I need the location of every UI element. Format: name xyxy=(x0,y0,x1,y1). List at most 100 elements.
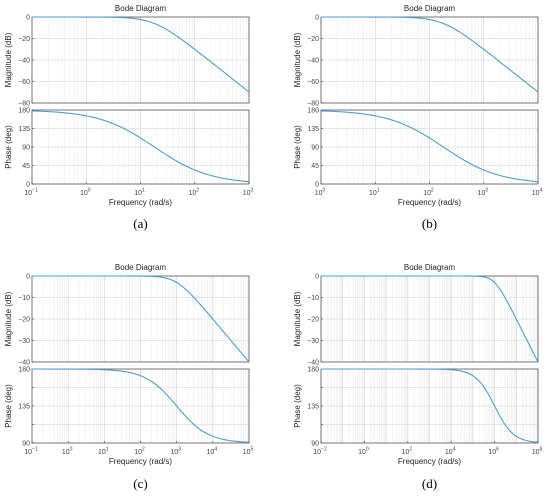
x-tick-label: 102 xyxy=(134,447,145,457)
magnitude-axis-label: Magnitude (dB) xyxy=(4,291,13,346)
x-tick-exponent: 8 xyxy=(540,447,543,453)
y-tick-label: −60 xyxy=(18,79,30,86)
x-tick-base: 10 xyxy=(98,449,106,456)
x-tick-base: 10 xyxy=(243,449,251,456)
x-tick-exponent: 0 xyxy=(70,447,73,453)
y-tick-label: −10 xyxy=(18,295,30,302)
y-tick-label: −60 xyxy=(307,79,319,86)
y-tick-label: −80 xyxy=(307,101,319,108)
x-tick-label: 104 xyxy=(207,447,218,457)
figure-caption: (c) xyxy=(133,476,147,491)
x-tick-exponent: 1 xyxy=(142,188,145,194)
x-tick-exponent: 4 xyxy=(453,447,456,453)
x-tick-exponent: 4 xyxy=(214,447,217,453)
x-tick-exponent: 2 xyxy=(196,188,199,194)
x-tick-label: 102 xyxy=(402,447,413,457)
y-tick-label: 0 xyxy=(26,182,30,189)
x-tick-exponent: 3 xyxy=(178,447,181,453)
magnitude-axes-frame xyxy=(31,16,250,104)
y-tick-label: 135 xyxy=(307,126,319,133)
chart-title: Bode Diagram xyxy=(404,4,455,13)
x-tick-base: 10 xyxy=(532,449,540,456)
y-tick-label: 0 xyxy=(26,274,30,281)
y-tick-label: 180 xyxy=(18,108,30,115)
y-tick-label: 180 xyxy=(18,367,30,374)
y-tick-label: 0 xyxy=(315,182,319,189)
x-tick-exponent: 0 xyxy=(323,188,326,194)
magnitude-axis-label: Magnitude (dB) xyxy=(293,291,302,346)
x-tick-exponent: 1 xyxy=(377,188,380,194)
figure-caption: (a) xyxy=(133,216,147,231)
x-tick-base: 10 xyxy=(243,190,251,197)
phase-axis-label: Phase (deg) xyxy=(4,125,13,169)
magnitude-axis-label: Magnitude (dB) xyxy=(4,32,13,87)
x-tick-label: 100 xyxy=(80,188,91,198)
y-tick-label: −40 xyxy=(18,360,30,367)
x-tick-base: 10 xyxy=(170,449,178,456)
y-tick-label: −20 xyxy=(307,317,319,324)
x-tick-base: 10 xyxy=(477,190,485,197)
x-tick-label: 10−2 xyxy=(313,447,327,457)
y-tick-label: 135 xyxy=(18,404,30,411)
x-tick-exponent: 4 xyxy=(540,188,543,194)
magnitude-axes-frame xyxy=(320,16,539,104)
phase-series-line xyxy=(32,368,250,443)
x-axis-label: Frequency (rad/s) xyxy=(398,457,461,466)
y-tick-label: 90 xyxy=(311,441,319,448)
y-tick-label: −20 xyxy=(18,36,30,43)
x-tick-label: 103 xyxy=(243,188,254,198)
y-tick-label: 180 xyxy=(307,108,319,115)
magnitude-series-line xyxy=(32,16,250,93)
x-tick-exponent: 3 xyxy=(251,188,254,194)
y-tick-label: −40 xyxy=(307,58,319,65)
y-tick-label: 0 xyxy=(315,15,319,22)
x-tick-label: 104 xyxy=(445,447,456,457)
figure-caption: (d) xyxy=(422,476,437,491)
x-tick-base: 10 xyxy=(134,190,142,197)
x-tick-base: 10 xyxy=(488,449,496,456)
x-tick-exponent: 2 xyxy=(431,188,434,194)
x-tick-label: 108 xyxy=(532,447,543,457)
y-tick-label: 90 xyxy=(22,145,30,152)
magnitude-axis-label: Magnitude (dB) xyxy=(293,32,302,87)
x-tick-base: 10 xyxy=(532,190,540,197)
x-tick-label: 100 xyxy=(62,447,73,457)
y-tick-label: −10 xyxy=(307,295,319,302)
x-tick-base: 10 xyxy=(369,190,377,197)
x-tick-exponent: 2 xyxy=(409,447,412,453)
chart-title: Bode Diagram xyxy=(115,4,166,13)
y-tick-label: −40 xyxy=(307,360,319,367)
magnitude-series-line xyxy=(321,16,539,93)
x-tick-label: 100 xyxy=(315,188,326,198)
y-tick-label: 45 xyxy=(22,163,30,170)
chart-title: Bode Diagram xyxy=(404,263,455,272)
x-tick-label: 10−1 xyxy=(24,447,38,457)
x-axis-label: Frequency (rad/s) xyxy=(109,457,172,466)
x-tick-base: 10 xyxy=(188,190,196,197)
y-tick-label: 90 xyxy=(311,145,319,152)
x-tick-exponent: 3 xyxy=(485,188,488,194)
x-tick-base: 10 xyxy=(445,449,453,456)
y-tick-label: −30 xyxy=(307,338,319,345)
x-tick-label: 103 xyxy=(477,188,488,198)
x-tick-exponent: 2 xyxy=(142,447,145,453)
x-tick-base: 10 xyxy=(423,190,431,197)
x-tick-exponent: −1 xyxy=(32,447,38,453)
x-tick-label: 10−1 xyxy=(24,188,38,198)
phase-series-line xyxy=(321,368,539,443)
x-tick-label: 102 xyxy=(188,188,199,198)
x-tick-base: 10 xyxy=(62,449,70,456)
x-tick-base: 10 xyxy=(315,190,323,197)
phase-axis-label: Phase (deg) xyxy=(293,125,302,169)
x-tick-base: 10 xyxy=(80,190,88,197)
x-tick-label: 100 xyxy=(358,447,369,457)
x-tick-exponent: 0 xyxy=(366,447,369,453)
y-tick-label: −30 xyxy=(18,338,30,345)
x-tick-base: 10 xyxy=(134,449,142,456)
x-tick-base: 10 xyxy=(402,449,410,456)
x-tick-base: 10 xyxy=(207,449,215,456)
x-tick-label: 101 xyxy=(369,188,380,198)
x-tick-exponent: 5 xyxy=(251,447,254,453)
y-tick-label: 180 xyxy=(307,367,319,374)
y-tick-label: 0 xyxy=(315,274,319,281)
